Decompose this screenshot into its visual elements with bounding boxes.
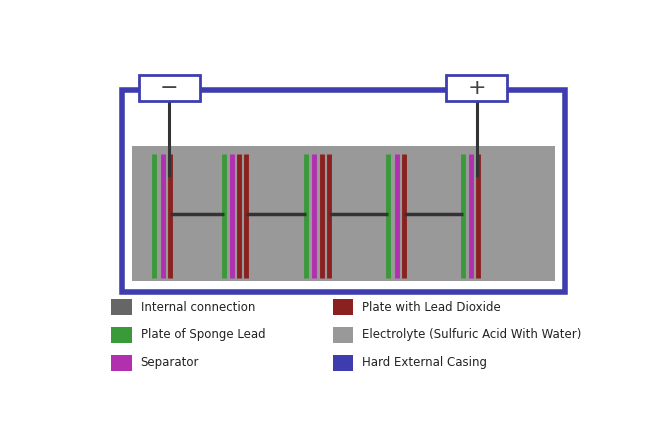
- Text: Hard External Casing: Hard External Casing: [362, 356, 488, 369]
- Bar: [112, 327, 131, 343]
- Text: −: −: [160, 78, 179, 98]
- Bar: [122, 90, 565, 293]
- Bar: [333, 355, 354, 371]
- Text: Plate of Sponge Lead: Plate of Sponge Lead: [140, 329, 265, 341]
- Text: Plate with Lead Dioxide: Plate with Lead Dioxide: [362, 301, 501, 314]
- Bar: [112, 299, 131, 315]
- Bar: [131, 145, 554, 281]
- Bar: [333, 327, 354, 343]
- Text: Electrolyte (Sulfuric Acid With Water): Electrolyte (Sulfuric Acid With Water): [362, 329, 582, 341]
- Bar: [112, 355, 131, 371]
- Text: Internal connection: Internal connection: [140, 301, 255, 314]
- Text: +: +: [467, 78, 486, 98]
- Bar: [447, 75, 507, 101]
- Bar: [139, 75, 200, 101]
- Bar: [333, 299, 354, 315]
- Text: Separator: Separator: [140, 356, 199, 369]
